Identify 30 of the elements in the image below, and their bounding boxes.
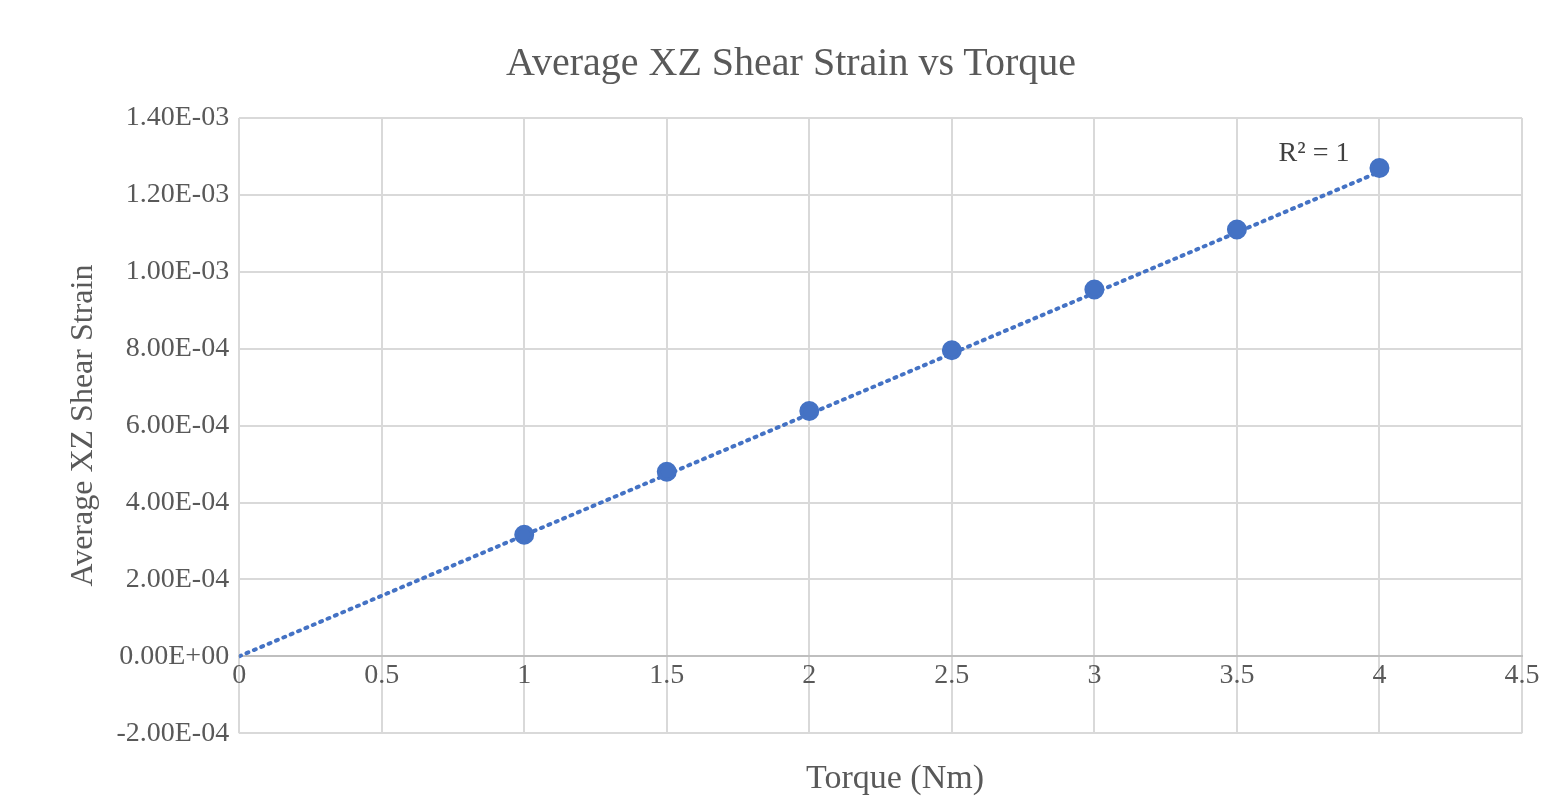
point xyxy=(1369,157,1390,178)
y-tick-label: 2.00E-04 xyxy=(125,561,230,593)
y-tick-label: 6.00E-04 xyxy=(125,407,230,439)
x-tick-label: 1 xyxy=(517,658,532,690)
y-tick-label: 1.40E-03 xyxy=(125,100,230,132)
x-tick-label: 2.5 xyxy=(934,658,970,690)
y-tick-label: 4.00E-04 xyxy=(125,484,230,516)
x-tick-label: 3 xyxy=(1087,658,1102,690)
x-tick-label: 1.5 xyxy=(649,658,685,690)
x-tick-label: 4 xyxy=(1372,658,1387,690)
x-tick-label: 4.5 xyxy=(1504,658,1540,690)
point xyxy=(1084,279,1105,300)
y-tick-label: 1.00E-03 xyxy=(125,254,230,286)
x-tick-label: 2 xyxy=(802,658,817,690)
x-tick-label: 0 xyxy=(232,658,247,690)
annotation: R² = 1 xyxy=(1278,136,1350,168)
y-tick-label: 1.20E-03 xyxy=(125,177,230,209)
point xyxy=(799,400,820,421)
x-tick-label: 0.5 xyxy=(364,658,400,690)
y-tick-label: 0.00E+00 xyxy=(119,638,230,670)
y-tick-label: 8.00E-04 xyxy=(125,331,230,363)
point xyxy=(656,461,677,482)
y-axis-title: Average XZ Shear Strain xyxy=(62,264,99,587)
y-tick-label: -2.00E-04 xyxy=(116,715,230,747)
x-axis-title: Torque (Nm) xyxy=(805,758,985,796)
point xyxy=(514,524,535,545)
point xyxy=(941,340,962,361)
point xyxy=(1226,219,1247,240)
chart-title: Average XZ Shear Strain vs Torque xyxy=(506,38,1076,84)
x-tick-label: 3.5 xyxy=(1219,658,1255,690)
